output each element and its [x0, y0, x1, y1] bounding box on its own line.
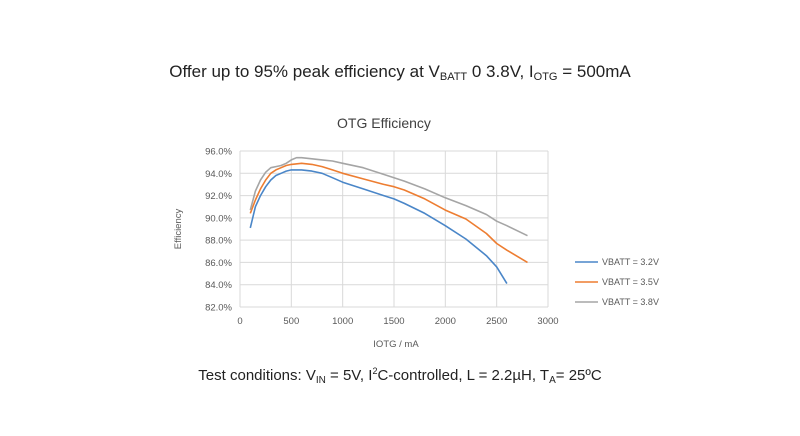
headline-prefix: Offer up to 95% peak efficiency at V: [169, 62, 440, 81]
headline-middle: 0 3.8V, I: [467, 62, 534, 81]
y-tick-label: 96.0%: [205, 147, 232, 158]
series-line-2: [249, 162, 528, 264]
x-tick-label: 3000: [537, 316, 558, 327]
y-tick-label: 90.0%: [205, 213, 232, 224]
headline: Offer up to 95% peak efficiency at VBATT…: [0, 62, 800, 83]
footnote-suffix: = 25ºC: [555, 367, 602, 384]
x-tick-label: 0: [237, 316, 242, 327]
y-tick-label: 88.0%: [205, 236, 232, 247]
chart-title: OTG Efficiency: [337, 115, 431, 131]
footnote-vin-subscript: IN: [315, 375, 326, 386]
x-tick-label: 1000: [332, 316, 353, 327]
x-tick-labels: 0 500 1000 1500 2000 2500 3000: [237, 316, 558, 327]
y-tick-label: 92.0%: [205, 191, 232, 202]
headline-suffix: = 500mA: [557, 62, 631, 81]
legend-label: VBATT = 3.2V: [602, 257, 659, 267]
y-tick-label: 86.0%: [205, 258, 232, 269]
headline-vbatt-subscript: BATT: [439, 71, 468, 83]
series-line-1: [249, 169, 508, 285]
x-axis-label: IOTG / mA: [373, 339, 419, 350]
y-tick-label: 94.0%: [205, 169, 232, 180]
legend-label: VBATT = 3.5V: [602, 277, 659, 287]
footnote-prefix: Test conditions: V: [198, 367, 316, 384]
legend: VBATT = 3.2V VBATT = 3.5V VBATT = 3.8V: [575, 257, 659, 307]
footnote-part2: = 5V, I: [325, 367, 373, 384]
test-conditions: Test conditions: VIN = 5V, I2C-controlle…: [0, 366, 800, 386]
x-tick-label: 2000: [435, 316, 456, 327]
x-tick-label: 500: [283, 316, 299, 327]
y-axis-label: Efficiency: [173, 209, 184, 250]
footnote-part3: C-controlled, L = 2.2µH, T: [377, 367, 550, 384]
headline-iotg-subscript: OTG: [533, 71, 558, 83]
y-tick-label: 84.0%: [205, 280, 232, 291]
y-tick-label: 82.0%: [205, 303, 232, 314]
x-tick-label: 1500: [383, 316, 404, 327]
footnote-i2c-superscript: 2: [372, 366, 378, 376]
footnote-ta-subscript: A: [549, 375, 556, 386]
legend-label: VBATT = 3.8V: [602, 297, 659, 307]
y-tick-labels: 82.0% 84.0% 86.0% 88.0% 90.0% 92.0% 94.0% 96.0%: [205, 147, 232, 314]
x-tick-label: 2500: [486, 316, 507, 327]
series-line-3: [249, 156, 528, 237]
series-lines: [249, 156, 528, 285]
grid: [239, 150, 549, 308]
